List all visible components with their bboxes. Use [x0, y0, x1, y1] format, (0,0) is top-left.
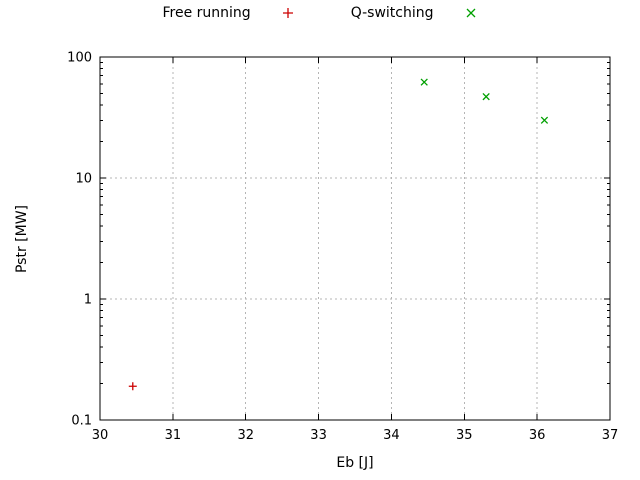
x-tick-label: 31	[165, 428, 182, 443]
legend-label-free-running: Free running	[162, 5, 251, 21]
y-tick-label: 1	[84, 293, 92, 308]
legend-item-free-running: Free running	[163, 5, 295, 21]
y-tick-label: 0.1	[71, 414, 92, 429]
x-tick-label: 35	[456, 428, 473, 443]
plot-border	[99, 56, 611, 421]
x-tick-label: 34	[383, 428, 400, 443]
legend: Free running Q-switching	[0, 5, 640, 21]
x-tick-label: 37	[602, 428, 619, 443]
legend-item-q-switching: Q-switching	[351, 5, 478, 21]
data-point-plus	[128, 382, 137, 391]
y-tick-label: 10	[75, 172, 92, 187]
cross-marker-icon	[466, 8, 475, 18]
data-point-cross	[540, 116, 549, 124]
data-point-cross	[482, 93, 490, 101]
x-tick-label: 36	[529, 428, 546, 443]
plus-marker-icon	[282, 8, 293, 18]
x-tick-label: 32	[237, 428, 254, 443]
y-tick-label: 100	[67, 51, 92, 66]
x-tick-label: 33	[310, 428, 327, 443]
x-axis-title: Eb [J]	[336, 455, 374, 471]
data-point-cross	[420, 78, 428, 86]
x-tick-label: 30	[92, 428, 109, 443]
legend-label-q-switching: Q-switching	[350, 5, 434, 21]
